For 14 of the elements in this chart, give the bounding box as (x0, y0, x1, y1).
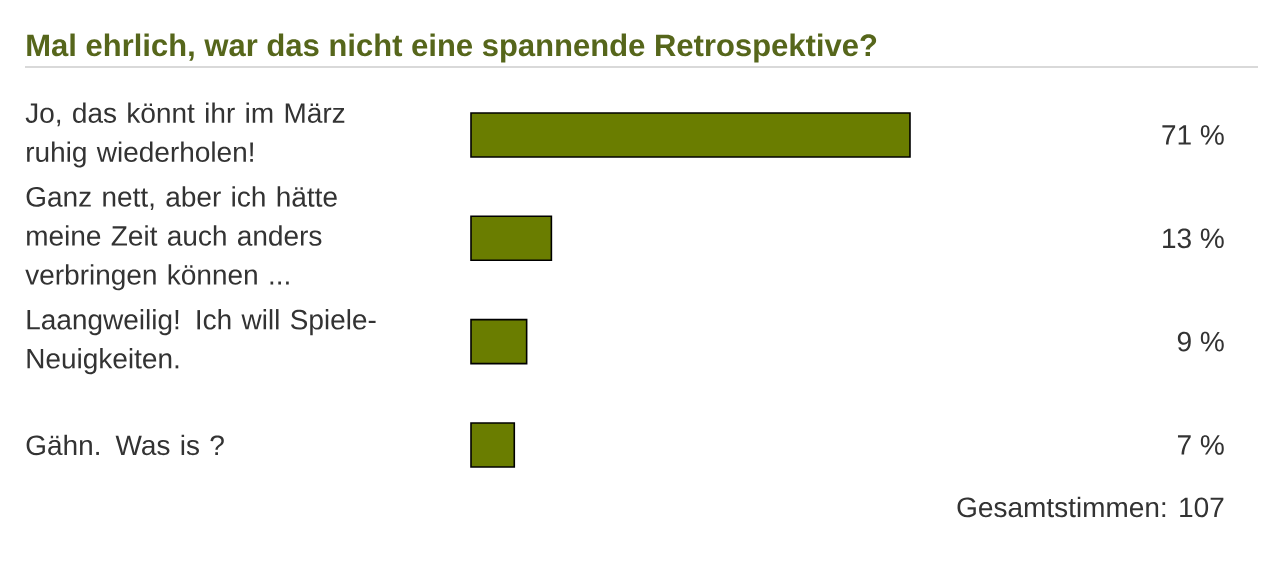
data-label: 13 % (1163, 228, 1224, 249)
bar (470, 422, 516, 468)
data-label: 9 % (1177, 331, 1224, 352)
bar (470, 215, 553, 262)
data-label: 7 % (1177, 435, 1224, 455)
bar (470, 112, 911, 158)
y-tick-label: Gähn. Was is ? (26, 434, 224, 456)
y-tick-label: Laangweilig! Ich will Spiele-Neuigkeiten. (27, 309, 376, 375)
y-tick-label: Ganz nett, aber ich hätte meine Zeit auch anders verbringen können ... (25, 186, 337, 291)
y-tick-label: Jo, das könnt ihr im März ruhig wiederholen! (25, 102, 345, 168)
bar (470, 318, 528, 365)
text: Gesamtstimmen: 107 (957, 496, 1224, 518)
chart-title: Mal ehrlich, war das nicht eine spannende Retrospektive? (27, 33, 877, 63)
data-label: 71 % (1162, 125, 1224, 145)
